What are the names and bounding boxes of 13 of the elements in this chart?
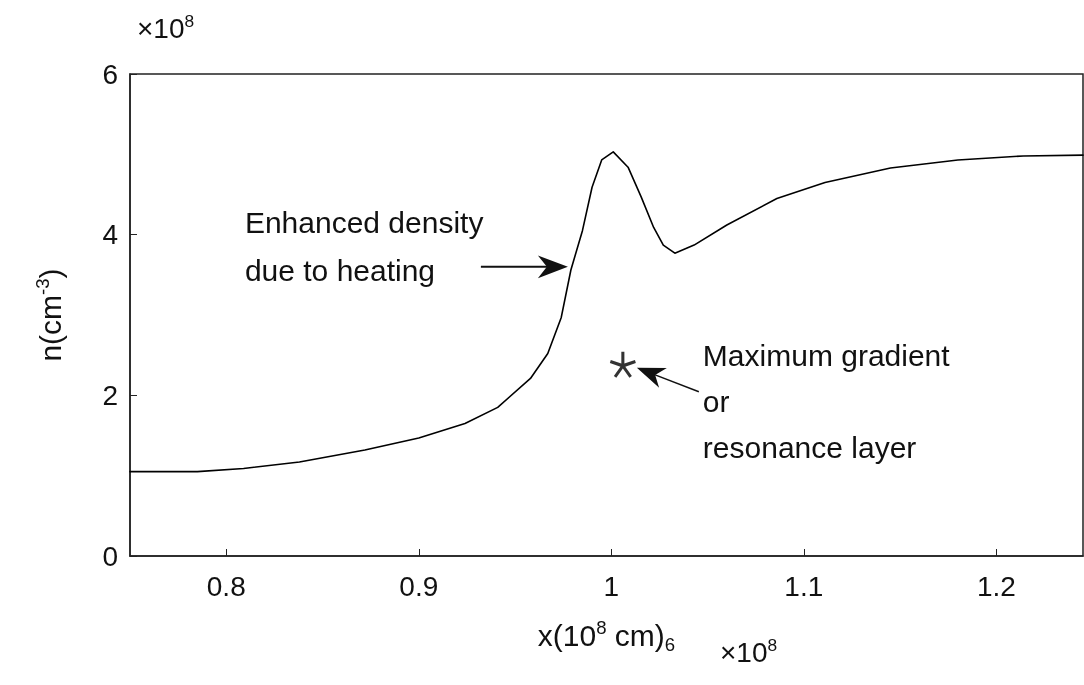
x-tick-label: 1.2 [976, 570, 1016, 602]
y-axis-title: n(cm-3) [31, 268, 67, 362]
y-tick-label: 2 [102, 379, 118, 411]
annotation: Enhanced density due to heating [244, 206, 484, 288]
y-tick-label: 4 [102, 219, 118, 251]
x-tick-label: 1 [603, 570, 620, 602]
annotation: Maximum gradient or resonance layer [702, 339, 951, 465]
y-tick-label: 6 [102, 58, 118, 90]
y-tick-label: 0 [102, 540, 118, 572]
line-series [129, 151, 1084, 473]
x-tick-label: 0.8 [206, 570, 246, 602]
x-tick-label: 1.1 [784, 570, 824, 602]
x-tick-label: 0.9 [399, 570, 439, 602]
